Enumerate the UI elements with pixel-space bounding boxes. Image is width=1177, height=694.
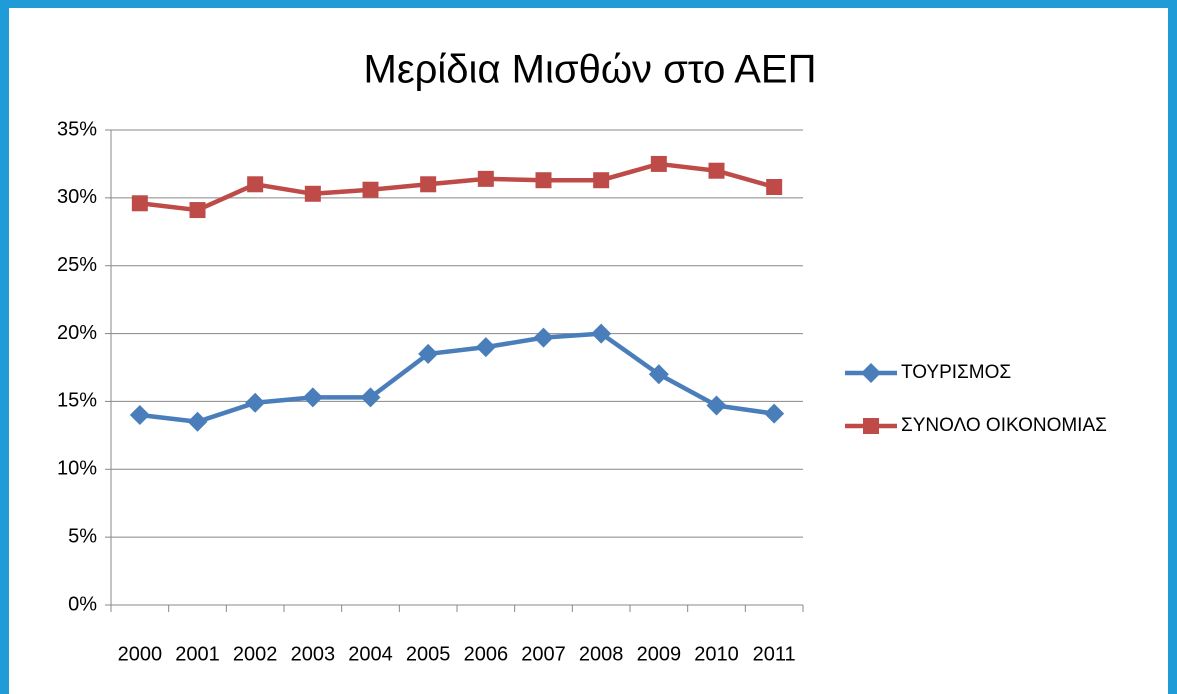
data-point xyxy=(533,327,554,348)
x-tick-label: 2008 xyxy=(579,643,624,665)
data-point xyxy=(418,343,439,364)
y-tick-label: 25% xyxy=(57,254,97,276)
data-point xyxy=(648,364,669,385)
data-point xyxy=(187,411,208,432)
data-point xyxy=(247,176,264,193)
data-point xyxy=(362,181,379,198)
data-point xyxy=(245,392,266,413)
data-point xyxy=(129,405,150,425)
y-tick-label: 10% xyxy=(57,458,97,480)
data-point xyxy=(477,170,494,187)
y-tick-label: 5% xyxy=(68,525,97,547)
data-point xyxy=(475,337,496,358)
legend-label: ΤΟΥΡΙΣΜΟΣ xyxy=(901,362,1011,383)
x-tick-label: 2011 xyxy=(753,643,796,665)
data-point xyxy=(764,403,785,424)
data-point xyxy=(708,162,725,179)
data-point xyxy=(706,395,727,416)
data-point xyxy=(304,185,321,202)
legend-marker xyxy=(863,418,879,434)
x-tick-label: 2005 xyxy=(406,643,451,665)
data-point xyxy=(420,176,437,193)
series-line xyxy=(139,331,775,425)
legend-label: ΣΥΝΟΛΟ ΟΙΚΟΝΟΜΙΑΣ xyxy=(901,415,1107,436)
x-tick-label: 2007 xyxy=(521,643,566,665)
x-tick-label: 2001 xyxy=(175,643,220,665)
slide-panel xyxy=(9,8,1168,694)
data-point xyxy=(535,172,552,189)
x-tick-label: 2006 xyxy=(464,643,509,665)
x-tick-label: 2002 xyxy=(233,643,278,665)
y-tick-label: 20% xyxy=(57,322,97,344)
y-tick-label: 35% xyxy=(57,118,97,140)
data-point xyxy=(650,155,667,172)
y-tick-label: 0% xyxy=(68,593,97,615)
chart-title: Μερίδια Μισθών στο ΑΕΠ xyxy=(364,48,817,92)
x-tick-label: 2009 xyxy=(637,643,682,665)
x-tick-label: 2010 xyxy=(694,643,739,665)
data-point xyxy=(593,172,610,189)
y-tick-label: 30% xyxy=(57,186,97,208)
data-point xyxy=(360,387,381,408)
x-tick-label: 2004 xyxy=(348,643,393,665)
data-point xyxy=(591,323,612,344)
data-point xyxy=(131,195,148,212)
x-tick-label: 2003 xyxy=(291,643,336,665)
y-tick-label: 15% xyxy=(57,390,97,412)
data-point xyxy=(189,202,206,219)
data-point xyxy=(766,179,783,195)
series-line xyxy=(139,161,775,213)
data-point xyxy=(302,387,323,408)
legend-marker xyxy=(861,363,881,383)
x-tick-label: 2000 xyxy=(118,643,163,665)
